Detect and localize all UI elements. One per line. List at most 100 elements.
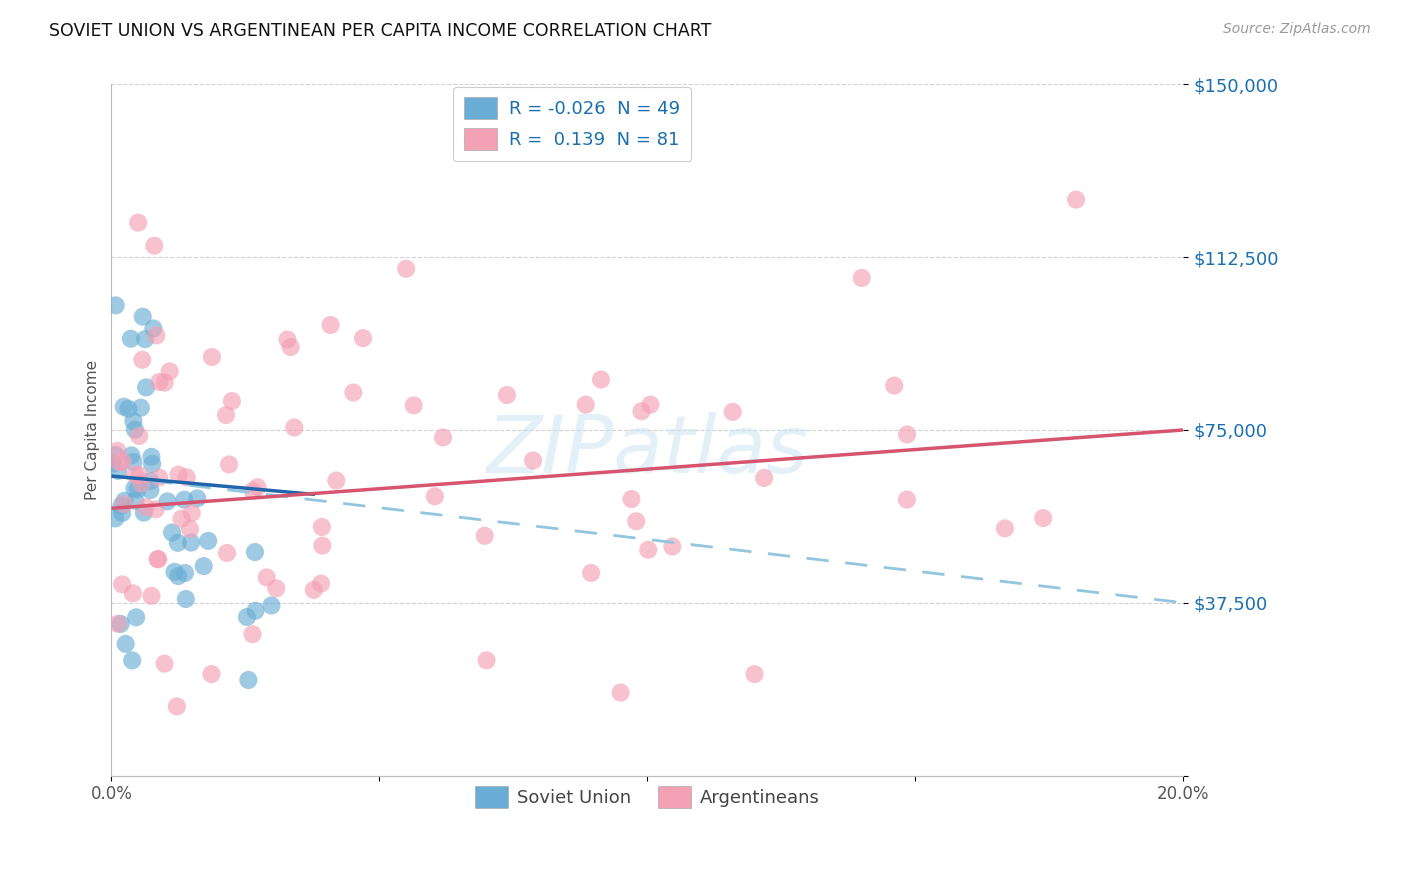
Point xyxy=(146,552,169,566)
Point xyxy=(104,511,127,525)
Point xyxy=(127,483,149,497)
Point xyxy=(319,318,342,332)
Point xyxy=(352,331,374,345)
Point xyxy=(186,491,208,506)
Point xyxy=(131,352,153,367)
Point xyxy=(153,376,176,390)
Point xyxy=(246,480,269,494)
Point xyxy=(626,514,648,528)
Point xyxy=(114,493,136,508)
Point xyxy=(236,610,259,624)
Point xyxy=(110,616,132,631)
Point xyxy=(630,404,652,418)
Point xyxy=(260,599,283,613)
Point xyxy=(153,657,176,671)
Point xyxy=(1032,511,1054,525)
Point xyxy=(522,453,544,467)
Point xyxy=(110,499,132,513)
Point xyxy=(423,489,446,503)
Point xyxy=(402,398,425,412)
Legend: Soviet Union, Argentineans: Soviet Union, Argentineans xyxy=(468,779,827,815)
Point xyxy=(256,570,278,584)
Point xyxy=(311,539,333,553)
Point xyxy=(141,457,163,471)
Point xyxy=(280,340,302,354)
Point xyxy=(197,533,219,548)
Point xyxy=(215,408,238,422)
Point xyxy=(180,506,202,520)
Point xyxy=(432,430,454,444)
Point xyxy=(193,559,215,574)
Point xyxy=(128,429,150,443)
Point xyxy=(163,565,186,579)
Text: ZIPatlas: ZIPatlas xyxy=(486,412,808,490)
Point xyxy=(139,474,162,488)
Point xyxy=(640,398,662,412)
Point xyxy=(579,566,602,580)
Text: SOVIET UNION VS ARGENTINEAN PER CAPITA INCOME CORRELATION CHART: SOVIET UNION VS ARGENTINEAN PER CAPITA I… xyxy=(49,22,711,40)
Point xyxy=(142,321,165,335)
Point xyxy=(609,685,631,699)
Point xyxy=(148,470,170,484)
Point xyxy=(104,448,127,462)
Point xyxy=(575,398,598,412)
Point xyxy=(112,400,135,414)
Point xyxy=(111,506,134,520)
Point xyxy=(637,542,659,557)
Point xyxy=(159,364,181,378)
Point xyxy=(114,637,136,651)
Point xyxy=(112,497,135,511)
Point xyxy=(134,332,156,346)
Point xyxy=(120,449,142,463)
Point xyxy=(218,458,240,472)
Point xyxy=(395,261,418,276)
Point xyxy=(166,699,188,714)
Point xyxy=(475,653,498,667)
Point xyxy=(174,592,197,607)
Point xyxy=(124,423,146,437)
Point xyxy=(108,455,131,469)
Point xyxy=(342,385,364,400)
Point xyxy=(111,577,134,591)
Point xyxy=(266,582,288,596)
Point xyxy=(896,427,918,442)
Point xyxy=(127,216,149,230)
Point xyxy=(124,493,146,508)
Text: Source: ZipAtlas.com: Source: ZipAtlas.com xyxy=(1223,22,1371,37)
Point xyxy=(122,455,145,469)
Point xyxy=(238,673,260,687)
Point xyxy=(117,401,139,416)
Point xyxy=(620,491,643,506)
Point xyxy=(129,401,152,415)
Point xyxy=(122,414,145,428)
Point xyxy=(242,627,264,641)
Point xyxy=(311,520,333,534)
Point xyxy=(242,483,264,498)
Point xyxy=(125,610,148,624)
Point xyxy=(128,468,150,483)
Point xyxy=(131,476,153,491)
Point xyxy=(754,471,776,485)
Point xyxy=(135,500,157,515)
Point xyxy=(179,522,201,536)
Point xyxy=(156,494,179,508)
Point xyxy=(276,333,298,347)
Point xyxy=(107,616,129,631)
Point xyxy=(167,467,190,482)
Point xyxy=(173,492,195,507)
Point xyxy=(124,482,146,496)
Point xyxy=(120,332,142,346)
Point xyxy=(160,525,183,540)
Point xyxy=(721,405,744,419)
Point xyxy=(166,536,188,550)
Point xyxy=(180,535,202,549)
Point xyxy=(132,506,155,520)
Point xyxy=(200,667,222,681)
Point xyxy=(215,546,238,560)
Point xyxy=(145,502,167,516)
Point xyxy=(146,552,169,566)
Point xyxy=(309,576,332,591)
Point xyxy=(994,521,1017,535)
Point xyxy=(139,483,162,497)
Point xyxy=(744,667,766,681)
